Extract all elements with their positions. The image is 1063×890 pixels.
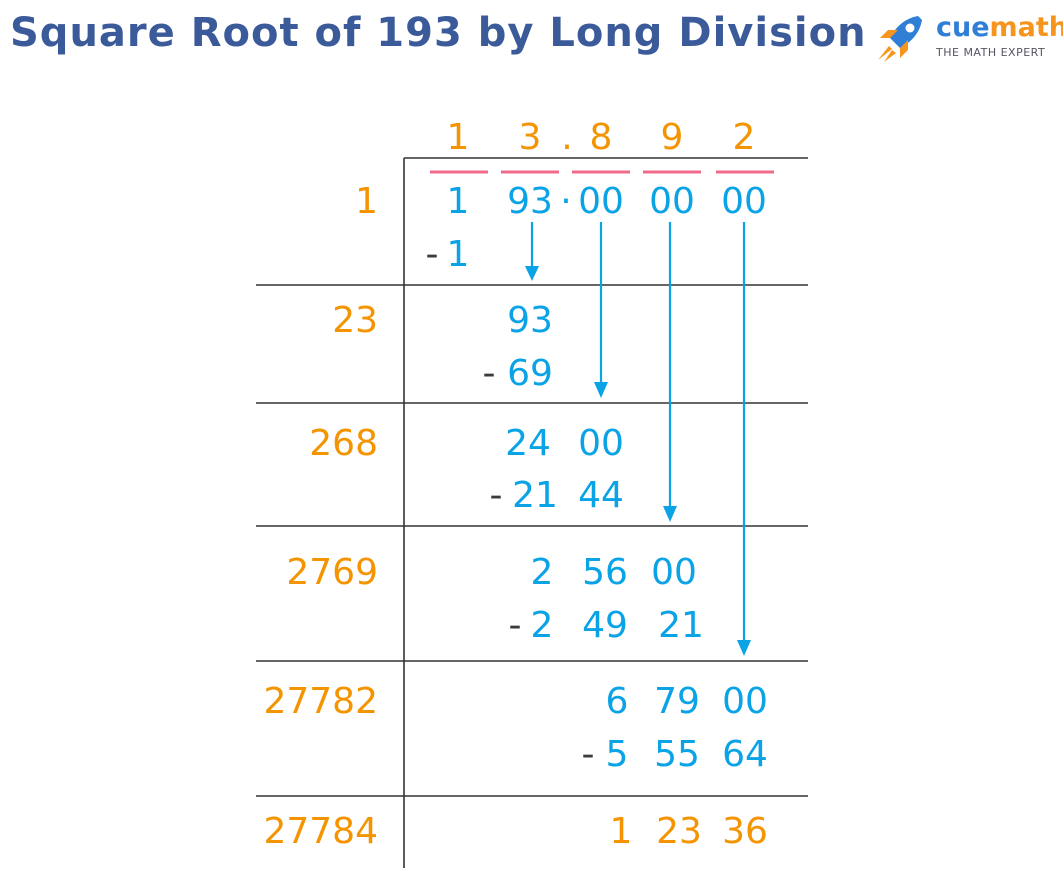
remainder: 79 — [654, 681, 700, 722]
subtrahend: 1 — [447, 234, 470, 275]
divisor: 268 — [309, 423, 378, 464]
rocket-icon — [878, 16, 922, 62]
dividend-pair: 1 — [447, 181, 470, 222]
remainder: 24 — [505, 423, 551, 464]
final-remainder: 1 — [610, 811, 633, 852]
minus-sign: - — [490, 475, 503, 516]
arrowhead — [525, 266, 539, 281]
divisor: 27784 — [263, 811, 378, 852]
subtrahend: 55 — [654, 734, 700, 775]
remainder: 00 — [722, 681, 768, 722]
subtrahend: 49 — [582, 605, 628, 646]
subtrahend: 64 — [722, 734, 768, 775]
remainder: 93 — [507, 300, 553, 341]
remainder: 2 — [531, 552, 554, 593]
subtrahend: 5 — [606, 734, 629, 775]
dividend-pair: 00 — [721, 181, 767, 222]
remainder: 56 — [582, 552, 628, 593]
divisor: 27782 — [263, 681, 378, 722]
quotient-digit: 3 — [519, 117, 542, 158]
page-title: Square Root of 193 by Long Division — [10, 10, 867, 56]
subtrahend: 2 — [531, 605, 554, 646]
quotient-digit: 9 — [661, 117, 684, 158]
remainder: 00 — [651, 552, 697, 593]
divisor: 1 — [355, 181, 378, 222]
subtrahend: 21 — [512, 475, 558, 516]
logo-wordmark-part2: math — [989, 12, 1063, 43]
quotient-digit: 8 — [590, 117, 613, 158]
minus-sign: - — [426, 234, 439, 275]
subtrahend: 69 — [507, 353, 553, 394]
quotient-digit: 1 — [447, 117, 470, 158]
dividend-pair: 00 — [649, 181, 695, 222]
quotient-decimal-point: . — [561, 117, 572, 158]
arrowhead — [663, 506, 677, 522]
dividend-decimal-point: · — [560, 181, 571, 222]
logo-wordmark-part1: cue — [936, 12, 990, 43]
logo-tagline: THE MATH EXPERT — [936, 46, 1046, 59]
dividend-pair: 00 — [578, 181, 624, 222]
final-remainder: 23 — [656, 811, 702, 852]
dividend-pair: 93 — [507, 181, 553, 222]
remainder: 6 — [606, 681, 629, 722]
minus-sign: - — [582, 734, 595, 775]
subtrahend: 44 — [578, 475, 624, 516]
minus-sign: - — [483, 353, 496, 394]
divisor: 2769 — [286, 552, 378, 593]
divisor: 23 — [332, 300, 378, 341]
cuemath-logo: cuemath THE MATH EXPERT — [872, 10, 1063, 66]
subtrahend: 21 — [658, 605, 704, 646]
quotient-digit: 2 — [733, 117, 756, 158]
final-remainder: 36 — [722, 811, 768, 852]
minus-sign: - — [509, 605, 522, 646]
arrowhead — [737, 640, 751, 656]
logo-wordmark: cuemath — [936, 12, 1063, 43]
arrowhead — [594, 382, 608, 398]
remainder: 00 — [578, 423, 624, 464]
